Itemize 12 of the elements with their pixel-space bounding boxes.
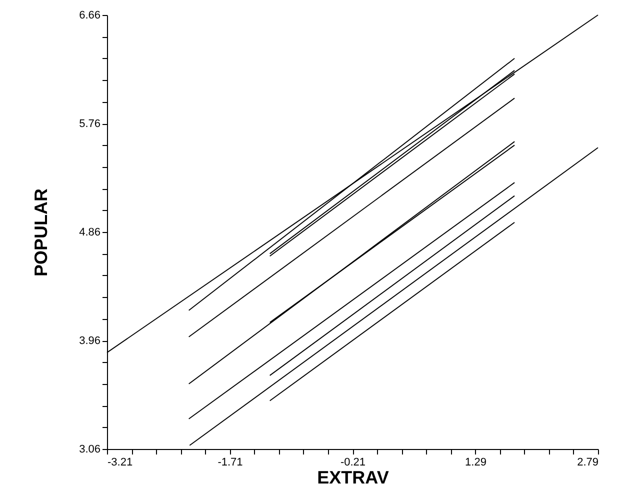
y-tick-label: 3.06 xyxy=(79,444,100,456)
y-tick-label: 4.86 xyxy=(79,226,100,238)
y-tick-label: 3.96 xyxy=(79,335,100,347)
x-axis-title: EXTRAV xyxy=(317,468,389,488)
x-tick-label: 2.79 xyxy=(577,456,598,468)
y-axis-title: POPULAR xyxy=(31,188,52,277)
x-tick-label: -3.21 xyxy=(108,456,133,468)
y-tick-label: 5.76 xyxy=(79,118,100,130)
x-tick-label: -1.71 xyxy=(218,456,243,468)
x-tick-label: 1.29 xyxy=(465,456,486,468)
x-tick-label: -0.21 xyxy=(340,456,366,468)
y-tick-label: 6.66 xyxy=(79,10,100,22)
